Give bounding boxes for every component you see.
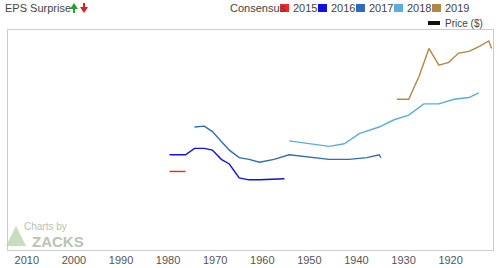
svg-text:2018: 2018 — [407, 2, 431, 14]
svg-text:1960: 1960 — [250, 254, 274, 266]
svg-text:1980: 1980 — [156, 254, 180, 266]
svg-text:Price ($): Price ($) — [445, 18, 483, 29]
svg-text:2015: 2015 — [293, 2, 317, 14]
svg-text:1930: 1930 — [391, 254, 415, 266]
svg-text:1920: 1920 — [438, 254, 462, 266]
svg-text:EPS Surprise: EPS Surprise — [5, 2, 71, 14]
svg-text:ZACKS: ZACKS — [32, 233, 84, 250]
svg-text:2017: 2017 — [369, 2, 393, 14]
svg-text:2016: 2016 — [331, 2, 355, 14]
svg-text:1970: 1970 — [203, 254, 227, 266]
svg-text:1990: 1990 — [109, 254, 133, 266]
svg-text:2010: 2010 — [15, 254, 39, 266]
svg-text:2000: 2000 — [62, 254, 86, 266]
svg-text:1950: 1950 — [297, 254, 321, 266]
svg-text:1940: 1940 — [344, 254, 368, 266]
svg-text:Charts by: Charts by — [24, 221, 67, 232]
svg-text:2019: 2019 — [445, 2, 469, 14]
svg-text:Consensus: Consensus — [230, 2, 286, 14]
